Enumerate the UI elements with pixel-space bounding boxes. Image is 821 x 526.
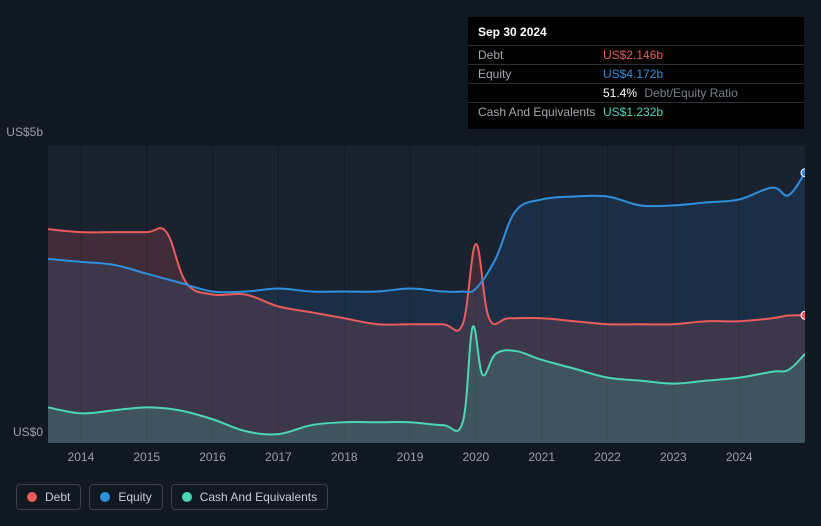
legend-dot-icon [182, 492, 192, 502]
legend-item-equity[interactable]: Equity [89, 484, 162, 510]
tooltip-row-cash: Cash And Equivalents US$1.232b [468, 102, 804, 121]
x-axis-tick: 2024 [726, 450, 753, 464]
x-axis-tick: 2015 [133, 450, 160, 464]
y-axis-min-label: US$0 [3, 425, 43, 439]
tooltip-label: Cash And Equivalents [478, 105, 603, 119]
x-axis-tick: 2022 [594, 450, 621, 464]
tooltip-label: Debt [478, 48, 603, 62]
x-axis-tick: 2017 [265, 450, 292, 464]
tooltip-row-debt: Debt US$2.146b [468, 45, 804, 64]
legend-dot-icon [27, 492, 37, 502]
legend-label: Equity [118, 490, 151, 504]
legend-item-cash-and-equivalents[interactable]: Cash And Equivalents [171, 484, 328, 510]
tooltip-ratio-pct: 51.4% [603, 86, 637, 100]
x-axis-tick: 2018 [331, 450, 358, 464]
tooltip-ratio-label: Debt/Equity Ratio [644, 86, 737, 100]
tooltip-label: Equity [478, 67, 603, 81]
tooltip-row-equity: Equity US$4.172b [468, 64, 804, 83]
legend-dot-icon [100, 492, 110, 502]
y-axis-max-label: US$5b [3, 125, 43, 139]
x-axis-tick: 2023 [660, 450, 687, 464]
area-chart-svg [48, 146, 805, 443]
tooltip-label-empty [478, 86, 603, 100]
legend-label: Cash And Equivalents [200, 490, 317, 504]
chart-legend: Debt Equity Cash And Equivalents [16, 484, 328, 510]
x-axis-tick: 2020 [463, 450, 490, 464]
x-axis-tick: 2021 [528, 450, 555, 464]
tooltip-value: US$2.146b [603, 48, 663, 62]
legend-item-debt[interactable]: Debt [16, 484, 81, 510]
tooltip-value: US$1.232b [603, 105, 663, 119]
tooltip-value: US$4.172b [603, 67, 663, 81]
data-tooltip: Sep 30 2024 Debt US$2.146b Equity US$4.1… [468, 17, 804, 129]
legend-label: Debt [45, 490, 70, 504]
x-axis-tick: 2016 [199, 450, 226, 464]
tooltip-row-ratio: 51.4% Debt/Equity Ratio [468, 83, 804, 102]
chart-plot-area[interactable] [48, 146, 805, 443]
x-axis-tick: 2014 [68, 450, 95, 464]
tooltip-date: Sep 30 2024 [468, 25, 804, 45]
x-axis-tick: 2019 [397, 450, 424, 464]
x-axis: 2014 2015 2016 2017 2018 2019 2020 2021 2022 2023… [48, 450, 805, 464]
